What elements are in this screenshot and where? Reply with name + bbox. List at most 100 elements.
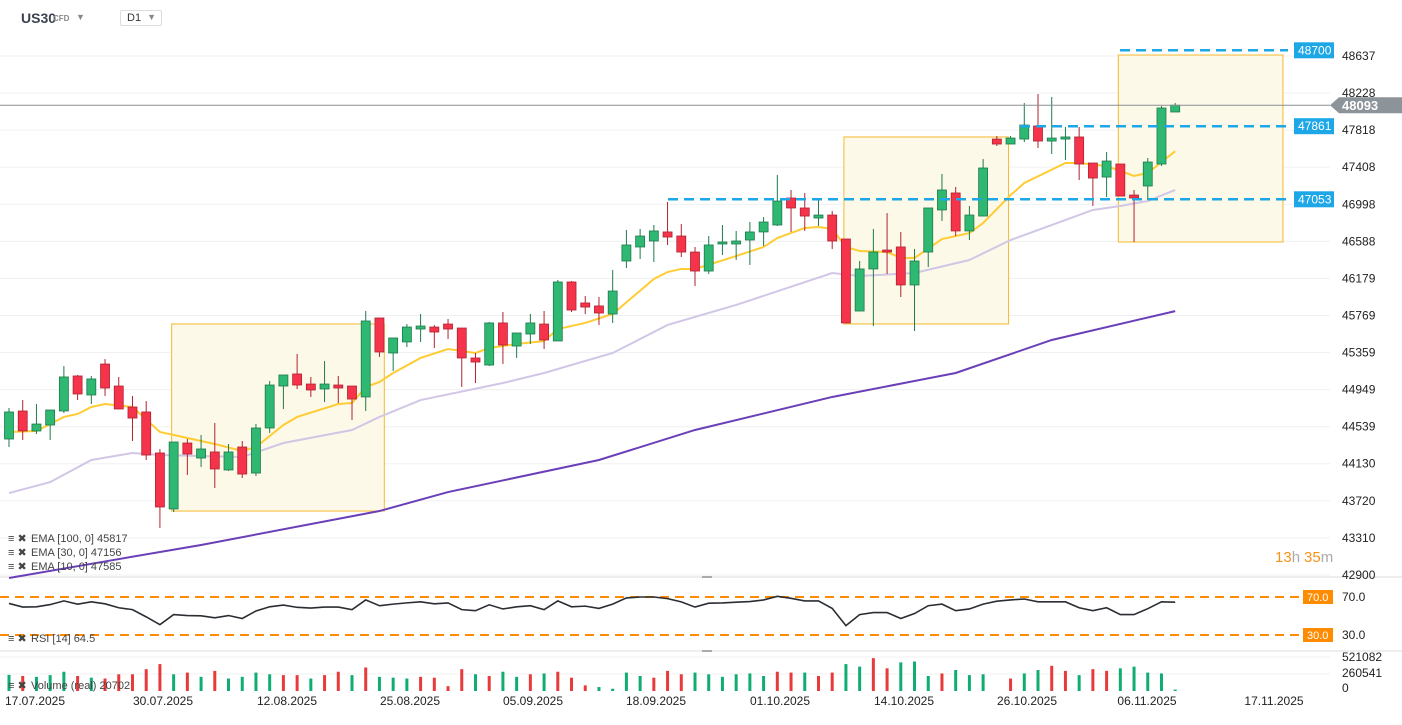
volume-bar <box>707 674 711 691</box>
x-tick-label: 30.07.2025 <box>133 694 193 708</box>
candle-up <box>607 290 618 315</box>
candle-up <box>964 214 975 232</box>
timeframe-value: D1 <box>127 12 142 24</box>
candle-up <box>1170 104 1181 113</box>
y-tick-label: 48228 <box>1342 86 1376 100</box>
volume-bar <box>309 678 313 691</box>
volume-bar <box>1173 689 1177 691</box>
volume-bar <box>199 676 203 691</box>
y-tick-label: 45769 <box>1342 308 1376 322</box>
candle-down <box>566 281 577 311</box>
volume-bar <box>830 672 834 691</box>
symbol-dropdown-icon[interactable]: ▼ <box>76 12 85 22</box>
volume-bar <box>1132 666 1136 691</box>
volume-bar <box>350 675 354 691</box>
volume-bar <box>913 661 917 691</box>
candle-down <box>72 375 83 395</box>
volume-bar <box>268 674 272 691</box>
volume-bar <box>473 674 477 691</box>
volume-bar <box>1022 673 1026 691</box>
rsi-band-tag-label: 30.0 <box>1307 630 1328 642</box>
legend-ema10-text: EMA [10, 0] 47585 <box>31 561 122 573</box>
volume-bar <box>21 675 25 691</box>
volume-bar <box>419 676 423 691</box>
candle-up <box>401 326 412 343</box>
candle-down <box>539 323 549 341</box>
volume-bar <box>377 676 381 691</box>
volume-bar <box>940 673 944 691</box>
candle-up <box>648 230 659 242</box>
volume-bar <box>679 674 683 691</box>
panel-resize-handle[interactable] <box>702 650 712 652</box>
candle-down <box>113 385 124 410</box>
rsi-panel: 70.0 70.0 30.0 30.0 <box>0 590 1366 642</box>
candle-up <box>621 244 632 262</box>
legend-menu-icon[interactable]: ≡ ✖ <box>8 633 27 645</box>
legend-rsi[interactable]: ≡ ✖ RSI [14] 64.5 <box>8 633 95 645</box>
volume-bar <box>1036 670 1040 691</box>
y-tick-label: 48637 <box>1342 49 1376 63</box>
candle-up <box>251 427 261 474</box>
candle-up <box>264 384 275 429</box>
candle-up <box>223 451 234 471</box>
countdown-h-unit: h <box>1292 549 1300 566</box>
legend-ema10[interactable]: ≡ ✖ EMA [10, 0] 47585 <box>8 561 122 573</box>
candle-down <box>470 357 481 363</box>
level-label: 47861 <box>1298 119 1332 133</box>
volume-bar <box>1050 665 1054 691</box>
candle-down <box>374 317 385 353</box>
rsi-band-tag <box>1303 590 1333 604</box>
volume-bar <box>144 669 148 691</box>
level-tag <box>1294 191 1334 208</box>
level-label: 48700 <box>1298 43 1332 57</box>
volume-bar <box>117 674 121 691</box>
panel-resize-handle[interactable] <box>702 576 712 578</box>
candle-up <box>813 214 824 219</box>
candle-down <box>1074 136 1085 165</box>
candle-up <box>1060 136 1071 140</box>
candle-down <box>594 305 604 314</box>
volume-bar <box>446 686 450 691</box>
candle-up <box>168 441 179 510</box>
legend-menu-icon[interactable]: ≡ ✖ <box>8 561 27 573</box>
legend-menu-icon[interactable]: ≡ ✖ <box>8 533 27 545</box>
last-price-label: 48093 <box>1342 98 1378 113</box>
volume-bar <box>762 675 766 691</box>
candle-down <box>827 214 838 242</box>
legend-menu-icon[interactable]: ≡ ✖ <box>8 547 27 559</box>
volume-bar <box>62 671 66 691</box>
bar-countdown: 13h 35m <box>1275 549 1333 566</box>
timeframe-select[interactable]: D1 ▼ <box>120 10 162 26</box>
volume-bar <box>1077 675 1081 691</box>
candle-up <box>360 320 371 398</box>
x-tick-label: 26.10.2025 <box>997 694 1057 708</box>
volume-bar <box>460 669 464 691</box>
x-tick-label: 06.11.2025 <box>1117 694 1176 708</box>
y-tick-label: 44539 <box>1342 420 1376 434</box>
volume-bar <box>281 675 285 691</box>
price-levels: 48093 48700 47861 47053 <box>0 42 1402 208</box>
candle-down <box>882 249 892 253</box>
zones <box>171 54 1284 512</box>
legend-volume[interactable]: ≡ ✖ Volume (real) 20702 <box>8 680 130 692</box>
legend-ema30[interactable]: ≡ ✖ EMA [30, 0] 47156 <box>8 547 122 559</box>
candle-up <box>484 322 495 366</box>
candle-down <box>429 326 440 333</box>
volume-bar <box>295 675 299 691</box>
candle-down <box>237 446 248 475</box>
symbol-label[interactable]: US30 <box>21 10 57 26</box>
legend-volume-text: Volume (real) 20702 <box>31 680 130 692</box>
candle-up <box>744 231 755 241</box>
legend-menu-icon[interactable]: ≡ ✖ <box>8 680 27 692</box>
candle-down <box>786 197 796 209</box>
volume-bar <box>130 674 134 691</box>
candle-up <box>552 281 563 342</box>
candle-down <box>292 373 303 386</box>
countdown-m-unit: m <box>1321 549 1334 566</box>
candle-down <box>456 327 467 359</box>
candle-up <box>909 260 920 286</box>
volume-bar <box>611 688 615 691</box>
legend-ema100[interactable]: ≡ ✖ EMA [100, 0] 45817 <box>8 533 128 545</box>
